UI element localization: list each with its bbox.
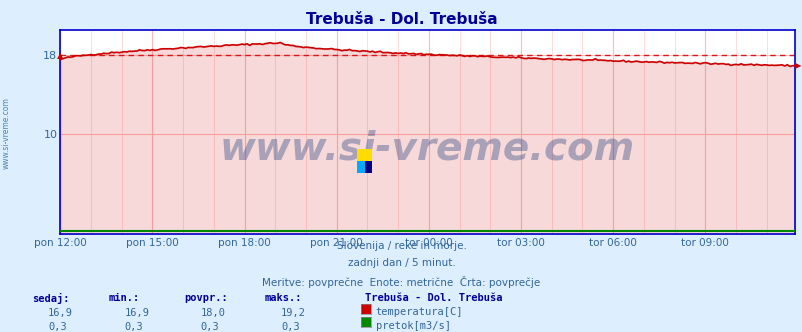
Text: sedaj:: sedaj:: [32, 293, 70, 304]
Text: 0,3: 0,3: [48, 322, 67, 332]
Text: 19,2: 19,2: [281, 308, 306, 318]
Text: Trebuša - Dol. Trebuša: Trebuša - Dol. Trebuša: [365, 293, 502, 303]
Text: ▶: ▶: [794, 61, 800, 70]
Bar: [357, 161, 364, 173]
Text: zadnji dan / 5 minut.: zadnji dan / 5 minut.: [347, 258, 455, 268]
Text: temperatura[C]: temperatura[C]: [375, 307, 463, 317]
Text: povpr.:: povpr.:: [184, 293, 228, 303]
Text: 0,3: 0,3: [281, 322, 299, 332]
Text: 16,9: 16,9: [124, 308, 149, 318]
Bar: [357, 149, 371, 161]
Text: Slovenija / reke in morje.: Slovenija / reke in morje.: [336, 241, 466, 251]
Text: ▲: ▲: [57, 50, 63, 59]
Text: Trebuša - Dol. Trebuša: Trebuša - Dol. Trebuša: [306, 12, 496, 27]
Text: min.:: min.:: [108, 293, 140, 303]
Bar: [364, 161, 371, 173]
Text: 16,9: 16,9: [48, 308, 73, 318]
Text: Meritve: povprečne  Enote: metrične  Črta: povprečje: Meritve: povprečne Enote: metrične Črta:…: [262, 276, 540, 288]
Text: 0,3: 0,3: [200, 322, 219, 332]
Text: pretok[m3/s]: pretok[m3/s]: [375, 321, 450, 331]
Text: www.si-vreme.com: www.si-vreme.com: [2, 97, 11, 169]
Text: www.si-vreme.com: www.si-vreme.com: [220, 129, 634, 167]
Text: maks.:: maks.:: [265, 293, 302, 303]
Text: 0,3: 0,3: [124, 322, 143, 332]
Text: 18,0: 18,0: [200, 308, 225, 318]
